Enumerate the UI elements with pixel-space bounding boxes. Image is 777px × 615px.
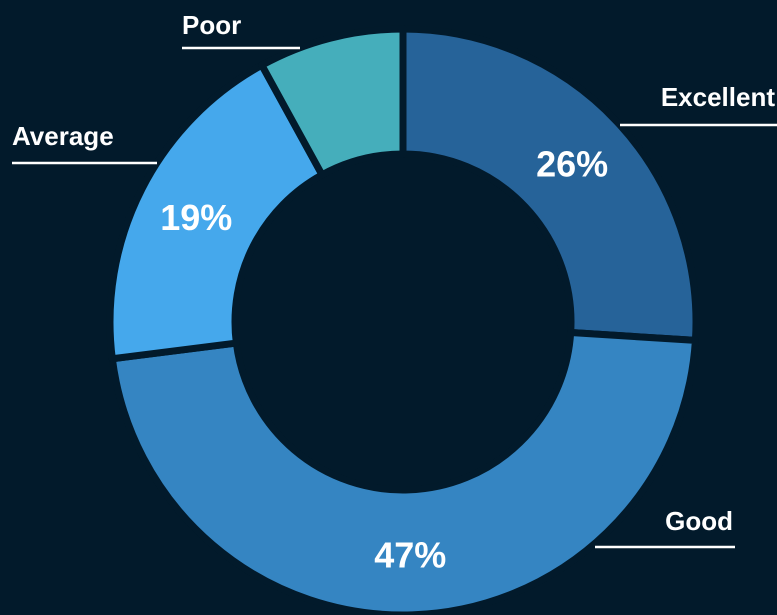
data-label: 47% xyxy=(374,534,446,575)
category-label: Average xyxy=(12,121,114,151)
donut-slice xyxy=(258,25,407,179)
category-label: Good xyxy=(665,506,733,536)
category-label: Excellent xyxy=(661,82,776,112)
donut-slice xyxy=(399,25,700,344)
donut-slice xyxy=(106,61,326,363)
category-label: Poor xyxy=(182,10,241,40)
donut-slice xyxy=(108,329,699,615)
data-label: 19% xyxy=(160,197,232,238)
data-label: 26% xyxy=(536,144,608,185)
